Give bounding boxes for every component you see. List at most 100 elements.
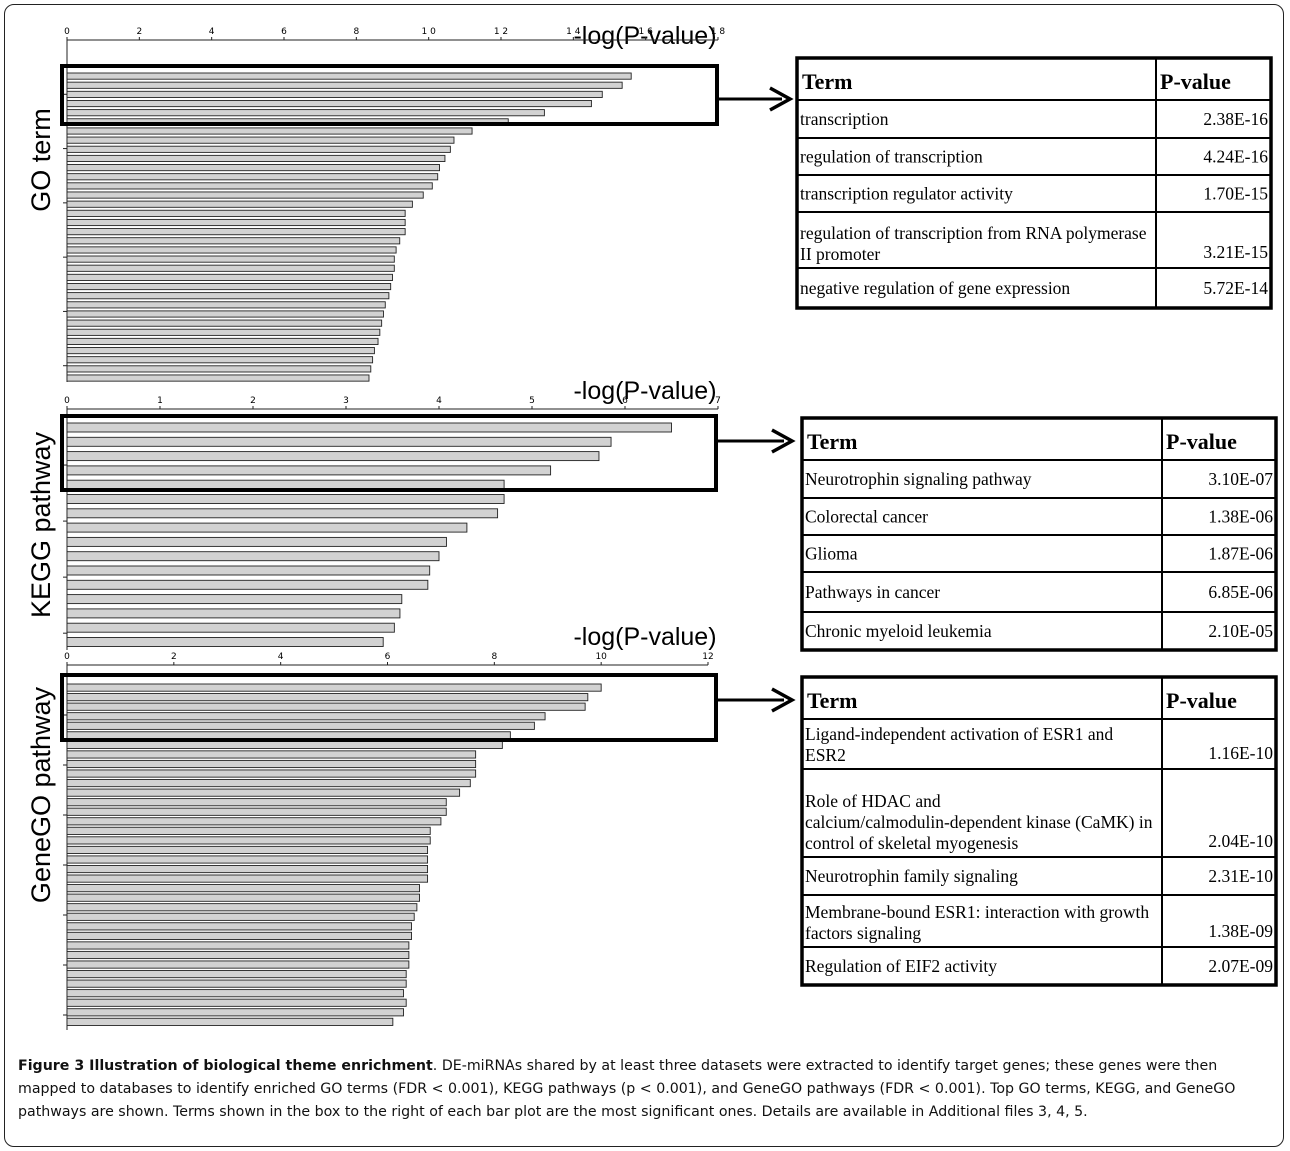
x-tick-label: 0 bbox=[64, 652, 70, 662]
bar bbox=[66, 712, 546, 721]
bar bbox=[66, 319, 383, 327]
bar bbox=[66, 565, 431, 576]
x-tick-label: 7 bbox=[715, 396, 721, 406]
bar bbox=[66, 283, 392, 291]
bar bbox=[66, 693, 589, 702]
figure-canvas: -log(P-value) 0 2 4 6 8 1 0 1 2 1 4 1 6 1 8 GO term… bbox=[26, 22, 1278, 1030]
table-cell-pvalue: 3.10E-07 bbox=[1208, 469, 1273, 489]
bar bbox=[66, 903, 418, 912]
table-header-pvalue: P-value bbox=[1166, 688, 1237, 713]
figure-frame bbox=[4, 4, 1284, 1147]
bar bbox=[66, 422, 672, 433]
bar bbox=[66, 989, 404, 998]
table-header-pvalue: P-value bbox=[1160, 69, 1231, 94]
bar bbox=[66, 608, 401, 619]
x-tick-label: 1 0 bbox=[422, 27, 437, 37]
bar bbox=[66, 769, 477, 778]
table-header-pvalue: P-value bbox=[1166, 429, 1237, 454]
axis-title: -log(P-value) bbox=[573, 623, 716, 651]
caption-label: Figure 3 Illustration of biological them… bbox=[18, 1058, 433, 1074]
table-cell-pvalue: 1.16E-10 bbox=[1208, 743, 1273, 763]
bar bbox=[66, 788, 461, 797]
bar bbox=[66, 228, 406, 236]
bar bbox=[66, 310, 384, 318]
table-cell-term: negative regulation of gene expression bbox=[800, 278, 1070, 298]
table-cell-pvalue: 1.70E-15 bbox=[1203, 184, 1268, 204]
bar bbox=[66, 154, 446, 163]
x-tick-label: 12 bbox=[702, 652, 713, 662]
bar bbox=[66, 436, 612, 447]
bar bbox=[66, 99, 592, 108]
table-cell-term: Role of HDAC and calcium/calmodulin-depen… bbox=[805, 791, 1153, 853]
bar bbox=[66, 209, 406, 217]
bar bbox=[66, 237, 401, 245]
bar bbox=[66, 817, 442, 826]
bar bbox=[66, 740, 503, 749]
table-cell-term: regulation of transcription from RNA pol… bbox=[800, 223, 1147, 264]
table-cell-term: Regulation of EIF2 activity bbox=[805, 956, 997, 976]
bar bbox=[66, 874, 429, 883]
x-tick-label: 2 bbox=[136, 27, 142, 37]
bar bbox=[66, 884, 420, 893]
bar bbox=[66, 836, 431, 845]
bar bbox=[66, 356, 374, 364]
bar bbox=[66, 72, 632, 80]
arrow-icon bbox=[771, 687, 796, 713]
genego-pathway-panel: -log(P-value) 0 2 4 6 8 10 12 GeneGO pathway Term… bbox=[26, 623, 1278, 1030]
bar bbox=[66, 479, 505, 490]
bar bbox=[66, 127, 473, 135]
table-cell-term: Ligand-independent activation of ESR1 an… bbox=[805, 724, 1113, 765]
axis-title: -log(P-value) bbox=[573, 377, 716, 405]
panel-label: GO term bbox=[26, 108, 56, 212]
table-cell-term: regulation of transcription bbox=[800, 147, 983, 167]
table-cell-pvalue: 2.10E-05 bbox=[1208, 621, 1273, 641]
table-cell-term: Membrane-bound ESR1: interaction with gr… bbox=[805, 902, 1149, 943]
bar bbox=[66, 683, 602, 692]
x-tick-label: 1 8 bbox=[711, 27, 726, 37]
panel-label: KEGG pathway bbox=[26, 431, 56, 618]
x-tick-label: 8 bbox=[353, 27, 359, 37]
term-table bbox=[800, 675, 1278, 987]
x-tick-label: 1 4 bbox=[566, 27, 581, 37]
bar bbox=[66, 145, 451, 153]
kegg-pathway-panel: -log(P-value) 0 1 2 3 4 5 6 7 KEGG pathway Term P-v… bbox=[26, 377, 1278, 652]
bar bbox=[66, 173, 439, 181]
table-cell-term: Neurotrophin signaling pathway bbox=[805, 469, 1032, 489]
table-cell-pvalue: 2.31E-10 bbox=[1208, 866, 1273, 886]
bar bbox=[66, 347, 375, 355]
bar bbox=[66, 301, 386, 309]
bar bbox=[66, 164, 440, 172]
bar bbox=[66, 451, 600, 462]
bar bbox=[66, 702, 586, 711]
table-header-term: Term bbox=[807, 429, 858, 454]
bar bbox=[66, 328, 381, 336]
bar bbox=[66, 136, 455, 144]
bar bbox=[66, 374, 370, 382]
bar bbox=[66, 337, 379, 346]
bar bbox=[66, 191, 424, 199]
bar bbox=[66, 579, 429, 590]
x-tick-label: 2 bbox=[250, 396, 256, 406]
table-header-term: Term bbox=[807, 688, 858, 713]
bar bbox=[66, 81, 623, 89]
bar bbox=[66, 865, 429, 874]
bar bbox=[66, 721, 535, 730]
table-cell-term: Glioma bbox=[805, 544, 858, 564]
bar bbox=[66, 255, 395, 263]
x-tick-label: 4 bbox=[436, 396, 442, 406]
table-cell-term: Pathways in cancer bbox=[805, 582, 940, 602]
bar bbox=[66, 798, 447, 807]
bar bbox=[66, 465, 552, 476]
caption-text: . DE-miRNAs shared by at least three dat… bbox=[18, 1058, 1236, 1120]
table-cell-pvalue: 5.72E-14 bbox=[1203, 278, 1268, 298]
table-cell-pvalue: 1.38E-06 bbox=[1208, 507, 1273, 527]
bar bbox=[66, 845, 429, 854]
axis-title: -log(P-value) bbox=[573, 22, 716, 50]
bar bbox=[66, 931, 412, 940]
x-tick-label: 1 6 bbox=[639, 27, 654, 37]
table-cell-term: transcription bbox=[800, 109, 889, 129]
bar bbox=[66, 246, 397, 254]
bar bbox=[66, 750, 477, 759]
bar bbox=[66, 970, 407, 979]
bar bbox=[66, 218, 406, 227]
